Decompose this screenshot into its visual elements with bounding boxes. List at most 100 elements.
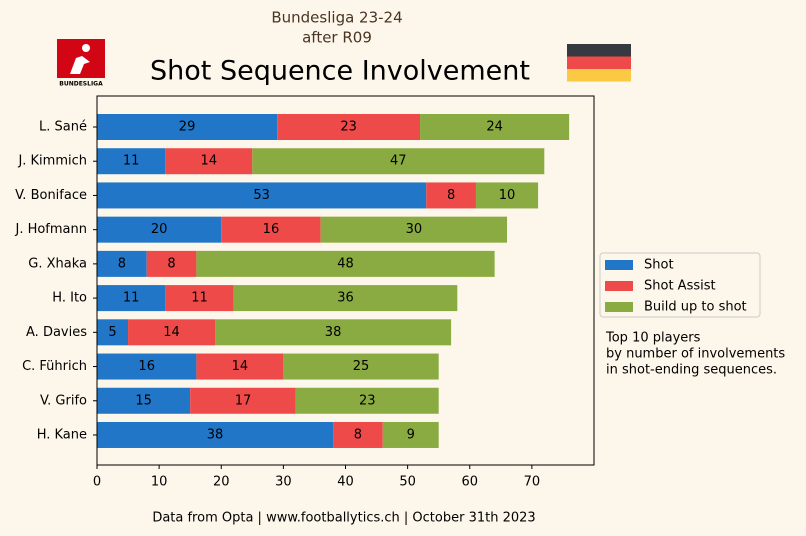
- y-tick-label: C. Führich: [22, 359, 87, 374]
- bar: [165, 285, 234, 312]
- logo-text: BUNDESLIGA: [59, 81, 103, 88]
- y-tick-label: V. Boniface: [15, 188, 87, 203]
- bar: [97, 148, 166, 175]
- flag: [567, 44, 631, 82]
- value-label: 36: [337, 291, 354, 306]
- value-label: 8: [118, 256, 126, 271]
- value-label: 10: [499, 188, 516, 203]
- bar: [233, 285, 458, 312]
- legend-label: Shot: [644, 258, 674, 273]
- value-label: 5: [108, 325, 116, 340]
- plot-frame: [96, 95, 595, 466]
- y-tick-label: J. Kimmich: [17, 154, 87, 169]
- bar: [283, 353, 439, 380]
- logo: BUNDESLIGA: [57, 39, 105, 88]
- x-tick-label: 50: [399, 475, 416, 490]
- bar: [320, 216, 508, 243]
- x-tick-label: 20: [213, 475, 230, 490]
- flag-stripe: [567, 44, 631, 57]
- y-tick-label: A. Davies: [26, 325, 87, 340]
- bar: [333, 421, 383, 448]
- legend-swatch: [605, 302, 633, 312]
- subtitle: Bundesliga 23-24: [271, 9, 402, 27]
- bar: [128, 319, 216, 346]
- value-label: 38: [325, 325, 342, 340]
- value-label: 11: [123, 291, 140, 306]
- y-tick-label: L. Sané: [39, 120, 87, 135]
- y-tick-label: J. Hofmann: [14, 222, 87, 237]
- bar: [146, 250, 197, 277]
- bar: [221, 216, 321, 243]
- value-label: 8: [447, 188, 455, 203]
- bar: [97, 421, 334, 448]
- bar: [475, 182, 539, 209]
- bar: [97, 353, 197, 380]
- value-label: 17: [235, 393, 252, 408]
- value-label: 11: [123, 154, 140, 169]
- value-label: 11: [191, 291, 208, 306]
- value-label: 53: [253, 188, 270, 203]
- value-label: 38: [207, 427, 224, 442]
- note: Top 10 players: [605, 331, 701, 346]
- bar: [295, 387, 439, 414]
- note: in shot-ending sequences.: [606, 363, 777, 378]
- value-label: 14: [232, 359, 249, 374]
- value-label: 16: [138, 359, 155, 374]
- note: by number of involvements: [606, 347, 785, 362]
- value-label: 24: [486, 120, 503, 135]
- bar: [426, 182, 476, 209]
- legend-label: Build up to shot: [644, 300, 747, 315]
- bar: [382, 421, 439, 448]
- bar: [420, 114, 570, 140]
- x-tick-label: 30: [275, 475, 292, 490]
- y-tick-label: H. Ito: [52, 291, 87, 306]
- bar: [97, 387, 191, 414]
- value-label: 47: [390, 154, 407, 169]
- value-label: 25: [353, 359, 370, 374]
- legend-swatch: [605, 260, 633, 270]
- subtitle: after R09: [302, 29, 372, 47]
- legend-box: [599, 252, 761, 318]
- logo-figure: [70, 56, 90, 74]
- bar: [196, 250, 495, 277]
- value-label: 16: [263, 222, 280, 237]
- bar: [97, 319, 129, 346]
- bar: [97, 285, 166, 312]
- bar: [97, 114, 278, 140]
- value-label: 23: [340, 120, 357, 135]
- legend-label: Shot Assist: [644, 279, 716, 294]
- x-tick-label: 60: [461, 475, 478, 490]
- bar: [277, 114, 421, 140]
- bar: [190, 387, 296, 414]
- flag-stripe: [567, 69, 631, 82]
- bar: [97, 250, 147, 277]
- value-label: 48: [337, 256, 354, 271]
- bar: [97, 216, 222, 243]
- footer: Data from Opta | www.footballytics.ch | …: [152, 511, 535, 526]
- flag-stripe: [567, 56, 631, 69]
- legend-swatch: [605, 281, 633, 291]
- value-label: 9: [407, 427, 415, 442]
- chart-title: Shot Sequence Involvement: [150, 56, 530, 87]
- value-label: 8: [354, 427, 362, 442]
- value-label: 20: [151, 222, 168, 237]
- bar: [165, 148, 253, 175]
- value-label: 14: [163, 325, 180, 340]
- bar: [252, 148, 545, 175]
- value-label: 15: [135, 393, 152, 408]
- y-tick-label: H. Kane: [37, 427, 87, 442]
- value-label: 8: [167, 256, 175, 271]
- bar: [196, 353, 284, 380]
- bar: [215, 319, 452, 346]
- x-tick-label: 10: [151, 475, 168, 490]
- logo-ball: [82, 44, 90, 52]
- y-tick-label: G. Xhaka: [28, 256, 87, 271]
- value-label: 23: [359, 393, 376, 408]
- bar: [97, 182, 427, 209]
- x-tick-label: 0: [93, 475, 101, 490]
- x-tick-label: 40: [337, 475, 354, 490]
- value-label: 30: [406, 222, 423, 237]
- x-tick-label: 70: [524, 475, 541, 490]
- value-label: 14: [201, 154, 218, 169]
